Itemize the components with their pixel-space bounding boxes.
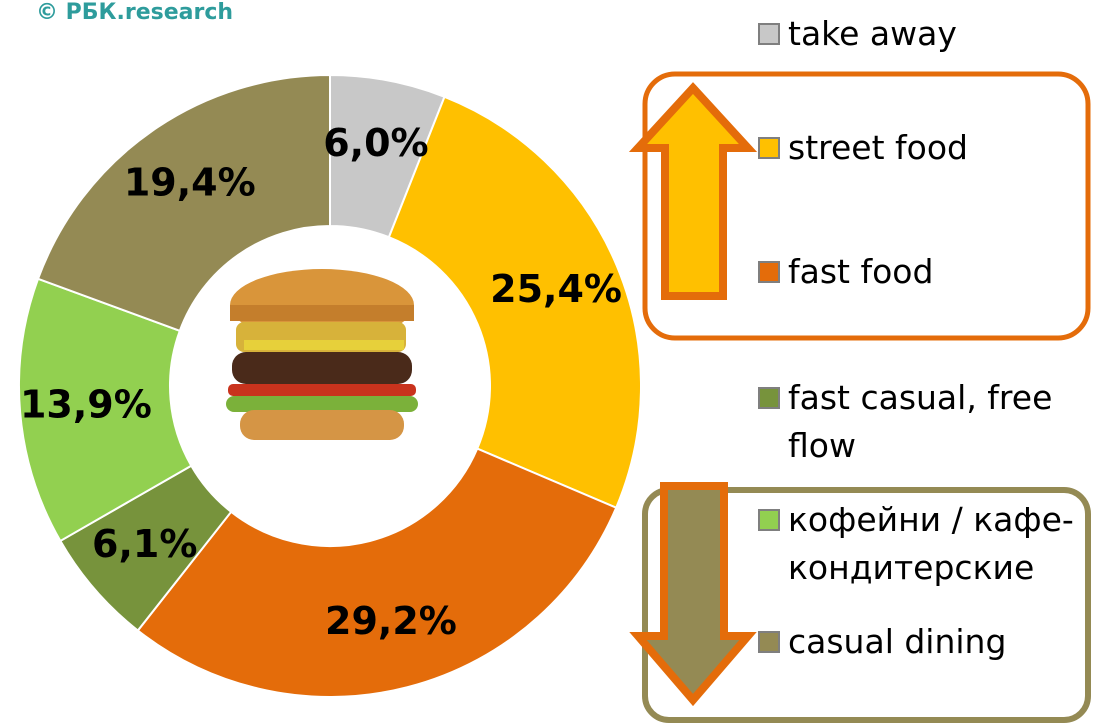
value-label: 6,1% — [92, 522, 197, 566]
legend-item: кофейни / кафе-кондитерские — [758, 496, 1088, 592]
value-label: 6,0% — [323, 121, 428, 165]
legend-item: take away — [758, 10, 1088, 58]
value-label: 25,4% — [490, 267, 622, 311]
burger — [226, 269, 418, 440]
down-bracket — [629, 482, 1091, 723]
legend-label: casual dining — [788, 622, 1007, 661]
legend-swatch — [758, 631, 780, 653]
legend-item: street food — [758, 124, 1088, 172]
source: © РБК.research — [36, 0, 234, 25]
legend-item: casual dining — [758, 618, 1088, 666]
slice — [136, 447, 618, 698]
legend-label: кофейни / кафе-кондитерские — [788, 500, 1074, 587]
legend-swatch — [758, 509, 780, 531]
slice — [387, 95, 642, 510]
legend-item: fast casual, free flow — [758, 374, 1088, 470]
legend-label: take away — [788, 14, 957, 53]
value-label: 29,2% — [325, 599, 457, 643]
donut — [18, 73, 642, 698]
value-label: 19,4% — [124, 161, 256, 205]
legend-swatch — [758, 387, 780, 409]
legend-label: street food — [788, 128, 968, 167]
legend-swatch — [758, 137, 780, 159]
legend-swatch — [758, 261, 780, 283]
legend-label: fast food — [788, 252, 934, 291]
up-bracket — [628, 71, 1091, 341]
value-label: 13,9% — [20, 382, 152, 426]
slice — [36, 73, 331, 333]
legend-label: fast casual, free flow — [788, 378, 1053, 465]
legend-swatch — [758, 23, 780, 45]
slice — [18, 277, 193, 543]
legend-item: fast food — [758, 248, 1088, 296]
